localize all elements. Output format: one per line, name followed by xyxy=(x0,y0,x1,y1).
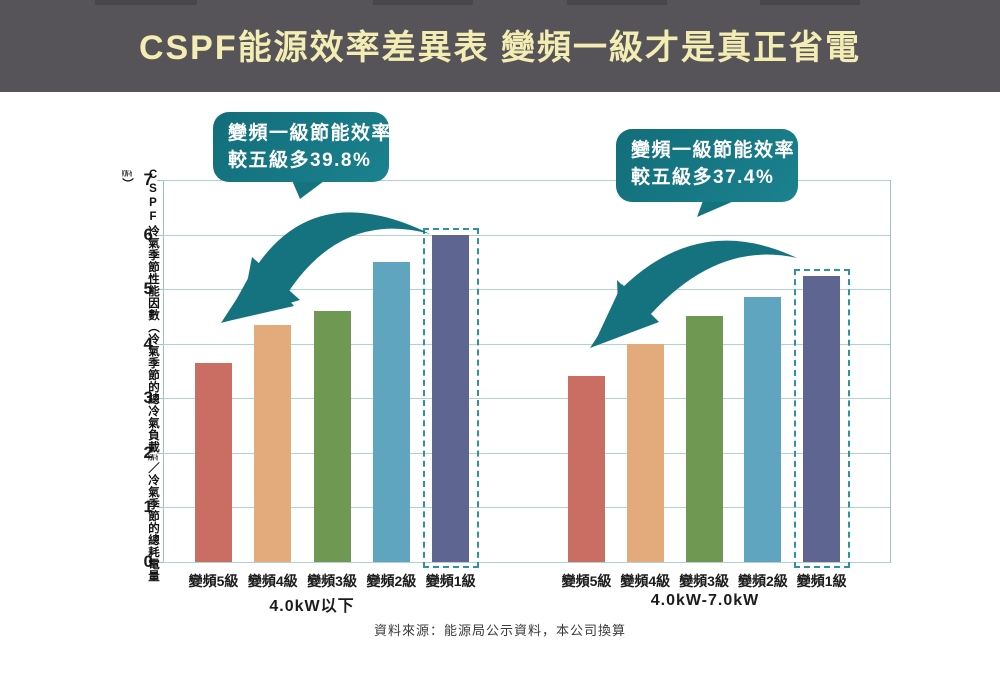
y-tick-mark xyxy=(157,452,163,454)
x-category-label: 變頻4級 xyxy=(620,573,671,589)
x-category-label: 變頻3級 xyxy=(679,573,729,589)
y-tick-label: 5 xyxy=(143,279,153,299)
header-edge-strip xyxy=(373,0,473,5)
header-edge-strip xyxy=(760,0,860,5)
gridline xyxy=(163,343,890,345)
gridline xyxy=(163,234,890,236)
source-note: 資料來源：能源局公示資料，本公司換算 xyxy=(373,623,626,638)
bar xyxy=(568,376,605,562)
bar xyxy=(432,234,470,562)
x-category-label: 變頻1級 xyxy=(425,573,476,589)
y-tick-mark xyxy=(157,234,163,236)
callout-bubble-right: 變頻一級節能效率 較五級多37.4% xyxy=(616,129,798,202)
y-tick-mark xyxy=(157,507,163,509)
gridline xyxy=(163,562,890,563)
y-axis-label: CSPF冷氣季節性能因數（冷氣季節的總冷氣負載KW-h／冷氣季節的總耗電量KW-… xyxy=(121,169,159,582)
bar xyxy=(803,275,841,562)
bar xyxy=(372,261,410,562)
header-band: CSPF能源效率差異表 變頻一級才是真正省電 xyxy=(0,0,1000,92)
y-tick-label: 1 xyxy=(143,497,153,517)
bar xyxy=(313,310,351,562)
bar xyxy=(195,362,232,562)
header-edge-strip xyxy=(567,0,667,5)
y-axis-unit: KW-h xyxy=(122,169,132,178)
x-category-label: 變頻3級 xyxy=(307,573,357,589)
callout-bubble-left: 變頻一級節能效率 較五級多39.8% xyxy=(213,112,393,182)
bar xyxy=(685,316,723,562)
header-edge-strip xyxy=(95,0,197,5)
y-axis-unit: KW-h xyxy=(148,453,158,462)
y-tick-mark xyxy=(157,343,163,345)
page-title: CSPF能源效率差異表 變頻一級才是真正省電 xyxy=(138,29,862,67)
right-frame-line xyxy=(890,180,891,563)
callout-text-line1: 變頻一級節能效率 xyxy=(631,140,796,161)
x-category-label: 變頻5級 xyxy=(561,573,612,589)
y-tick-label: 7 xyxy=(143,170,153,189)
gridline xyxy=(163,180,890,181)
x-category-label: 變頻4級 xyxy=(247,573,298,589)
highlight-dashed-box xyxy=(793,268,850,568)
highlight-dashed-box xyxy=(422,227,479,568)
y-axis-label-acronym: CSPF xyxy=(147,169,159,225)
y-tick-label: 2 xyxy=(143,442,153,462)
group-label-left: 4.0kW以下 xyxy=(269,598,355,615)
x-category-label: 變頻2級 xyxy=(366,573,417,589)
callout-text-line2: 較五級多37.4% xyxy=(631,167,775,188)
gridline xyxy=(163,289,890,291)
bar xyxy=(744,297,782,562)
x-category-label: 變頻5級 xyxy=(188,573,239,589)
y-tick-mark xyxy=(157,562,163,563)
y-tick-label: 4 xyxy=(143,333,153,353)
x-category-label: 變頻1級 xyxy=(796,573,847,589)
callout-text-line2: 較五級多39.8% xyxy=(228,150,372,171)
y-tick-label: 0 xyxy=(143,552,153,571)
y-axis-line xyxy=(163,180,164,563)
y-tick-mark xyxy=(157,180,163,181)
y-tick-mark xyxy=(157,289,163,291)
gridline xyxy=(163,452,890,454)
x-category-label: 變頻2級 xyxy=(737,573,788,589)
y-tick-label: 6 xyxy=(143,224,153,244)
gridline xyxy=(163,398,890,400)
bar xyxy=(626,343,664,562)
y-tick-mark xyxy=(157,398,163,400)
y-tick-label: 3 xyxy=(143,388,153,408)
gridline xyxy=(163,507,890,509)
bar xyxy=(254,324,292,562)
callout-text-line1: 變頻一級節能效率 xyxy=(228,123,393,144)
group-label-right: 4.0kW-7.0kW xyxy=(650,592,760,609)
